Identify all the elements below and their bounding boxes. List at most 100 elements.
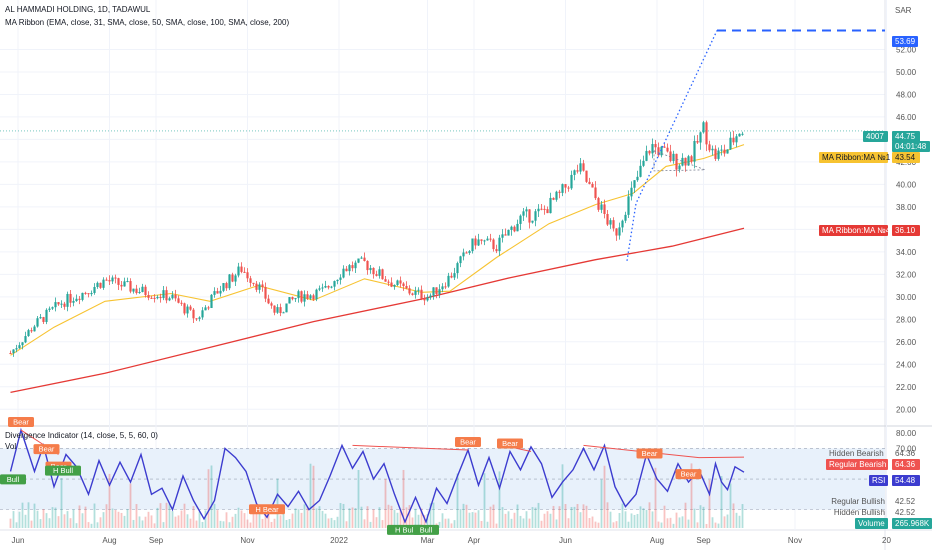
volume-bar <box>516 504 519 528</box>
candle-body <box>717 150 720 159</box>
candle-body <box>150 297 153 299</box>
candle-body <box>618 227 621 236</box>
bull-label-text: H Bull <box>395 525 415 534</box>
volume-bar <box>330 517 333 528</box>
candle-body <box>735 136 738 143</box>
candle-body <box>699 132 702 143</box>
ma-ribbon-legend[interactable]: MA Ribbon (EMA, close, 31, SMA, close, 5… <box>5 18 290 27</box>
volume-bar <box>630 513 633 528</box>
volume-bar <box>681 516 684 528</box>
candle-body <box>369 267 372 271</box>
hidden-bullish-value: 42.52 <box>895 508 916 517</box>
candle-body <box>177 298 180 303</box>
volume-bar <box>153 523 156 528</box>
volume-bar <box>684 502 687 528</box>
target-price-tag: 53.69 <box>892 36 918 47</box>
volume-bar <box>615 521 618 528</box>
candle-body <box>114 277 117 279</box>
volume-bar <box>204 510 207 528</box>
candle-body <box>174 294 177 299</box>
candle-body <box>189 306 192 310</box>
volume-bar <box>147 511 150 528</box>
candle-body <box>576 170 579 172</box>
volume-bar <box>342 503 345 528</box>
bear-label-text: Bear <box>460 437 476 446</box>
price-tick-label: 38.00 <box>896 203 917 212</box>
price-tick-label: 24.00 <box>896 360 917 369</box>
volume-bar <box>666 518 669 528</box>
price-tick-label: 28.00 <box>896 315 917 324</box>
volume-bar <box>156 507 159 528</box>
candle-body <box>501 234 504 238</box>
volume-bar <box>360 506 363 528</box>
volume-bar <box>456 473 459 528</box>
candle-body <box>222 283 225 291</box>
candle-body <box>693 140 696 162</box>
candle-body <box>567 187 570 189</box>
volume-bar <box>357 469 360 528</box>
volume-bar <box>396 512 399 528</box>
bear-label-box <box>497 438 523 449</box>
volume-bar <box>618 513 621 528</box>
candle-body <box>672 153 675 161</box>
price-tick-label: 32.00 <box>896 270 917 279</box>
candle-body <box>138 291 141 294</box>
candle-body <box>156 296 159 299</box>
volume-bar <box>168 503 171 528</box>
volume-bar <box>39 519 42 528</box>
volume-bar <box>633 514 636 528</box>
volume-bar <box>558 506 561 528</box>
volume-bar <box>531 507 534 528</box>
volume-bar <box>573 506 576 528</box>
volume-bar <box>267 506 270 528</box>
bear-label-text: H Bear <box>255 505 279 514</box>
ma4-label-tag: MA Ribbon:MA №4 <box>819 225 890 236</box>
candle-body <box>21 342 24 346</box>
candle-body <box>729 137 732 150</box>
volume-value-tag: 265.968K <box>892 518 932 529</box>
volume-bar <box>387 504 390 528</box>
price-tick-label: 20.00 <box>896 405 917 414</box>
candle-body <box>423 298 426 301</box>
volume-legend[interactable]: Vol <box>5 442 17 451</box>
volume-bar <box>507 511 510 528</box>
candle-body <box>162 290 165 299</box>
volume-bar <box>351 507 354 528</box>
candle-body <box>93 286 96 293</box>
candle-body <box>48 308 51 310</box>
candle-body <box>63 303 66 307</box>
volume-bar <box>249 522 252 528</box>
candle-body <box>141 286 144 292</box>
candle-body <box>57 302 60 305</box>
volume-bar <box>489 506 492 528</box>
volume-bar <box>282 507 285 528</box>
candle-body <box>429 295 432 298</box>
ma4-value-tag: 36.10 <box>892 225 920 236</box>
candle-body <box>264 287 267 299</box>
volume-bar <box>477 510 480 528</box>
volume-bar <box>408 505 411 528</box>
candle-body <box>228 274 231 289</box>
volume-bar <box>621 503 624 528</box>
divergence-legend[interactable]: Divergence Indicator (14, close, 5, 5, 6… <box>5 431 158 440</box>
candle-body <box>246 272 249 279</box>
volume-bar <box>423 515 426 528</box>
candle-body <box>12 349 15 354</box>
volume-bar <box>603 465 606 528</box>
candle-body <box>231 274 234 282</box>
chart-title: AL HAMMADI HOLDING, 1D, TADAWUL <box>5 5 151 14</box>
volume-bar <box>117 511 120 528</box>
candle-body <box>78 298 81 300</box>
candle-body <box>294 298 297 300</box>
regular-bearish-value: 64.36 <box>892 459 920 470</box>
bull-label-text: Bull <box>420 525 433 534</box>
volume-bar <box>561 464 564 528</box>
volume-bar <box>108 473 111 528</box>
volume-bar <box>552 505 555 528</box>
price-tick-label: 50.00 <box>896 68 917 77</box>
candle-body <box>660 146 663 156</box>
volume-bar <box>84 506 87 528</box>
volume-bar <box>642 508 645 528</box>
bull-label-box <box>0 474 26 485</box>
